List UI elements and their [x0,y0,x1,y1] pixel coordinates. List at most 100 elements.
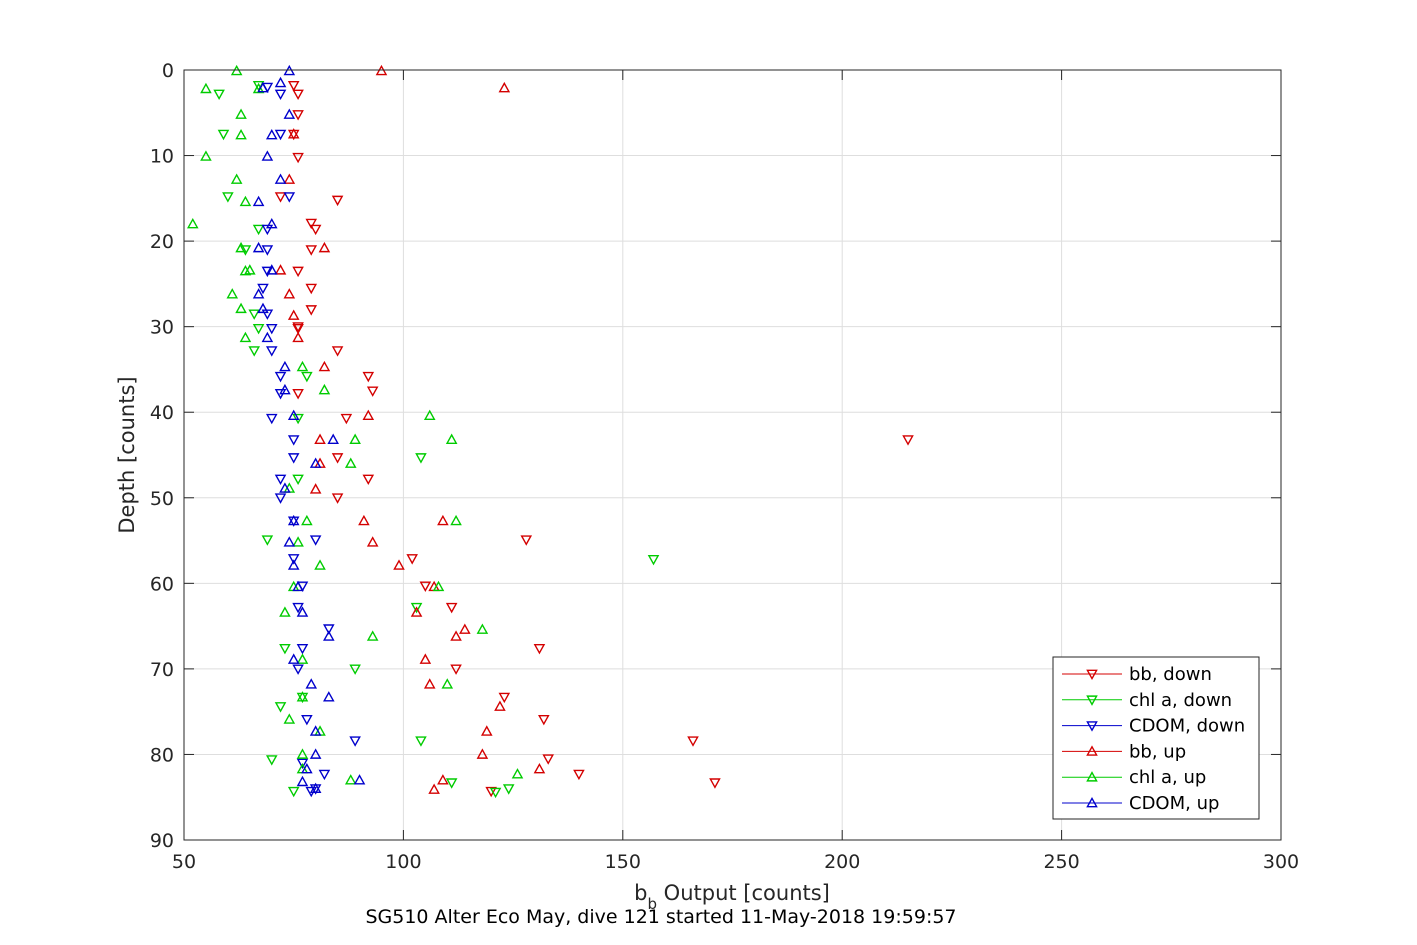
data-point-bb-down [292,89,304,100]
data-point-chl-a-down [489,787,502,799]
data-point-chl-a-up [200,82,212,94]
data-point-chl-a-down [274,702,287,713]
data-point-cdom-up [292,580,304,592]
data-point-bb-up [428,783,440,794]
data-point-chl-a-up [296,360,309,372]
data-point-bb-down [331,453,344,464]
data-point-cdom-down [287,435,300,446]
data-point-bb-up [410,606,423,617]
legend-item-bb-down: bb, down [1062,664,1212,685]
y-tick-label: 10 [150,146,174,168]
legend-label: CDOM, up [1129,793,1219,814]
data-point-bb-down [292,110,304,121]
data-point-chl-a-up [432,580,445,592]
data-point-chl-a-up [314,559,326,570]
data-point-cdom-up [261,150,274,161]
data-point-chl-a-up [344,457,357,468]
data-point-chl-a-down [213,89,225,100]
data-point-bb-up [476,748,489,759]
data-point-chl-a-down [287,786,300,798]
data-point-cdom-down [283,192,296,203]
data-point-chl-a-up [511,768,524,779]
data-point-chl-a-up [292,536,304,547]
data-point-chl-a-down [292,474,304,485]
axes-frame [183,69,1282,841]
data-point-cdom-up [252,288,265,299]
data-point-chl-a-down [301,371,313,383]
y-tick-label: 90 [150,830,174,852]
x-axis-label-main: b [634,881,647,905]
y-tick-label: 80 [150,744,174,766]
y-tick-label: 70 [150,659,174,681]
data-point-bb-down [331,195,344,207]
data-point-bb-down [292,152,304,164]
data-point-bb-up [498,81,511,93]
data-point-cdom-down [287,554,300,565]
legend-label: chl a, down [1129,690,1232,711]
data-point-bb-down [331,346,344,357]
x-tick-label: 250 [1043,851,1079,873]
legend-label: bb, down [1129,664,1212,685]
data-point-cdom-up [279,360,291,372]
x-tick-label: 150 [605,851,641,873]
data-point-bb-down [498,692,511,704]
data-point-bb-down [573,769,585,781]
data-point-bb-down [709,778,721,789]
data-point-bb-down [340,413,353,425]
data-point-chl-a-up [200,150,212,161]
data-point-cdom-up [283,536,296,547]
data-point-chl-a-down [647,554,660,566]
data-point-cdom-down [261,266,274,278]
data-point-cdom-up [261,331,274,343]
data-point-chl-a-up [423,409,436,421]
y-tick-labels: 0 10 20 30 40 50 60 70 80 90 [150,60,174,852]
data-point-bb-down [305,218,318,230]
data-point-chl-a-up [283,713,296,724]
data-point-chl-a-up [296,748,309,759]
data-point-cdom-down [274,493,287,504]
data-point-chl-a-down [410,602,423,614]
data-point-cdom-down [301,714,313,726]
data-point-cdom-up [279,383,291,395]
data-point-bb-up [274,264,287,275]
data-point-bb-down [292,266,304,278]
data-point-bb-down [292,323,304,335]
legend-marker [1086,796,1098,808]
data-point-cdom-down [292,602,304,614]
x-tick-label: 300 [1263,851,1299,873]
data-point-bb-down [533,643,546,655]
series-bb-down [274,81,914,798]
series-bb-up [274,64,546,794]
data-point-bb-down [305,283,318,295]
data-point-bb-up [393,559,405,570]
data-point-chl-a-up [366,630,379,641]
data-point-chl-a-down [279,643,291,655]
legend-marker [1086,695,1098,706]
data-point-chl-a-down [222,192,234,203]
data-point-chl-a-down [265,755,278,766]
legend-item-cdom-down: CDOM, down [1062,716,1245,737]
data-point-bb-up [318,360,331,372]
data-point-cdom-up [287,409,300,421]
data-point-chl-a-up [296,653,309,664]
data-point-cdom-down [296,643,309,655]
data-point-bb-up [292,331,304,343]
data-point-cdom-up [353,774,366,785]
legend-marker [1086,771,1098,782]
data-point-chl-a-up [239,331,252,343]
legend-items: bb, down chl a, down CDOM, down bb, up chl a… [1062,664,1245,814]
data-point-chl-a-up [235,302,247,314]
data-point-cdom-down [309,535,322,546]
data-point-cdom-up [274,173,287,184]
data-point-cdom-up [309,782,322,794]
data-point-bb-down [520,535,533,546]
data-point-cdom-down [257,283,269,295]
data-point-chl-a-up [441,678,454,689]
data-point-chl-a-up [296,691,309,702]
legend-item-chl-a-up: chl a, up [1062,767,1206,788]
y-tick-label: 50 [150,488,174,510]
data-point-cdom-down [274,474,287,485]
data-point-bb-up [283,173,296,184]
data-point-cdom-down [296,758,309,770]
